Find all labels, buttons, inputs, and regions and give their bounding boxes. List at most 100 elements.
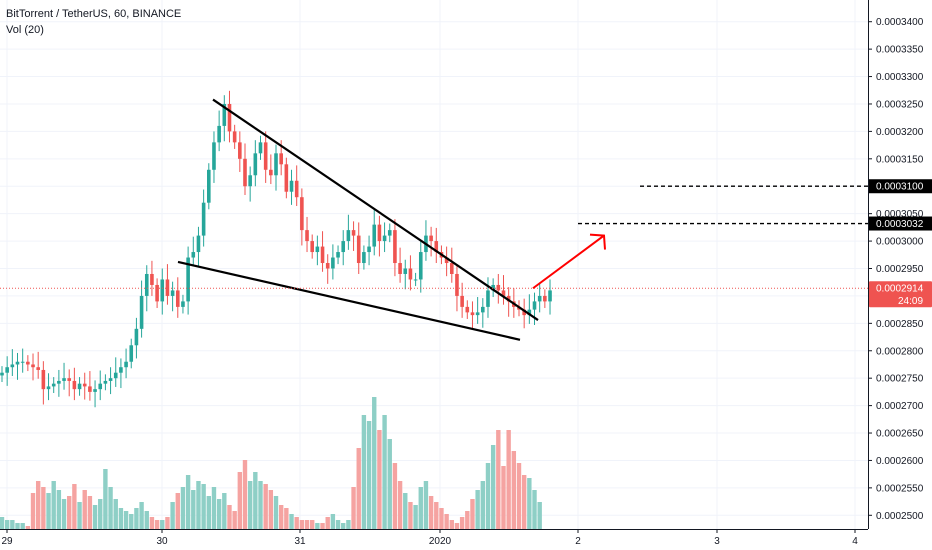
candle (325, 254, 330, 284)
volume-bar (123, 511, 129, 529)
volume-bar (413, 505, 418, 529)
candle (207, 163, 211, 210)
volume-bar (335, 520, 341, 529)
candle-body (315, 246, 320, 253)
candle-body (274, 153, 278, 176)
candle (362, 245, 366, 270)
candle (98, 370, 103, 401)
candle-body (418, 252, 423, 280)
candle (191, 236, 196, 267)
volume-bar (341, 523, 346, 529)
volume-bar (129, 514, 134, 529)
volume-bar (149, 517, 155, 529)
volume-bar (211, 487, 217, 529)
candle-body (5, 367, 9, 373)
candle-body (77, 383, 82, 390)
candle (522, 298, 526, 329)
candle (124, 348, 128, 379)
candle (305, 216, 309, 253)
volume-bar (154, 520, 160, 529)
candle (72, 367, 77, 401)
candle-body (150, 273, 154, 285)
volume-bar (41, 487, 46, 529)
candle-body (207, 169, 211, 203)
volume-bar (108, 487, 113, 529)
candle-body (186, 257, 190, 302)
candle (134, 317, 139, 359)
candle-body (408, 268, 413, 280)
y-tick-label: 0.0003350 (876, 45, 924, 56)
candle-body (57, 380, 61, 384)
volume-bar (82, 490, 87, 529)
candle (150, 260, 154, 296)
volume-bar (98, 499, 103, 529)
candle (103, 374, 108, 391)
volume-bar (449, 520, 454, 529)
volume-bar (227, 505, 232, 529)
candle-body (26, 361, 30, 365)
y-tick-label: 0.0002950 (876, 264, 924, 275)
level-price-tag: 0.0003032 (869, 216, 932, 231)
candle (144, 265, 149, 312)
candle (403, 259, 408, 290)
volume-bar (222, 493, 227, 529)
candle-body (113, 372, 118, 379)
candle (532, 292, 537, 325)
candle-body (258, 142, 263, 154)
candle (108, 367, 113, 395)
candle (382, 222, 387, 253)
candle-body (341, 241, 346, 253)
volume-bar (490, 445, 496, 529)
candle (284, 157, 289, 199)
volume-bar (67, 496, 72, 529)
candle (274, 144, 278, 191)
candle (491, 278, 495, 298)
candle-body (191, 252, 196, 258)
volume-bar (516, 463, 522, 529)
volume-bar (196, 481, 201, 529)
candle-body (212, 142, 216, 170)
candle (258, 135, 263, 160)
candle (0, 366, 4, 383)
volume-bar (175, 493, 180, 529)
candle (398, 247, 402, 283)
volume-bar (289, 514, 294, 529)
volume-bar (247, 481, 253, 529)
candle (434, 227, 439, 264)
level-tag-bg (869, 179, 932, 194)
candle (393, 219, 397, 277)
candle-body (15, 361, 20, 365)
candle (36, 351, 40, 379)
volume-bar (113, 499, 118, 529)
candle-body (253, 153, 258, 176)
candle (481, 298, 485, 328)
symbol-title: BitTorrent / TetherUS, 60, BINANCE (6, 8, 182, 20)
candle-body (160, 279, 165, 302)
candle (77, 377, 82, 396)
volume-bar (532, 490, 537, 529)
candle-body (144, 273, 149, 296)
volume-bar (4, 520, 10, 529)
candle (181, 294, 185, 314)
candle (165, 264, 170, 305)
candle (5, 356, 9, 386)
volume-bar (325, 517, 330, 529)
candle-body (413, 279, 418, 281)
candle-body (103, 380, 108, 384)
candle (449, 247, 454, 283)
volume-bar (103, 469, 108, 529)
volume-bar (160, 520, 165, 529)
volume-bar (496, 430, 501, 529)
volume-bar (294, 517, 299, 529)
candle (470, 301, 475, 329)
volume-bar (216, 499, 222, 529)
candle (212, 131, 216, 183)
candle-body (491, 284, 495, 291)
candle (269, 154, 273, 185)
y-tick-label: 0.0002550 (876, 483, 924, 494)
y-tick-label: 0.0003050 (876, 209, 924, 220)
candle-body (201, 202, 206, 236)
candle-body (36, 367, 40, 370)
candle-body (72, 380, 77, 390)
